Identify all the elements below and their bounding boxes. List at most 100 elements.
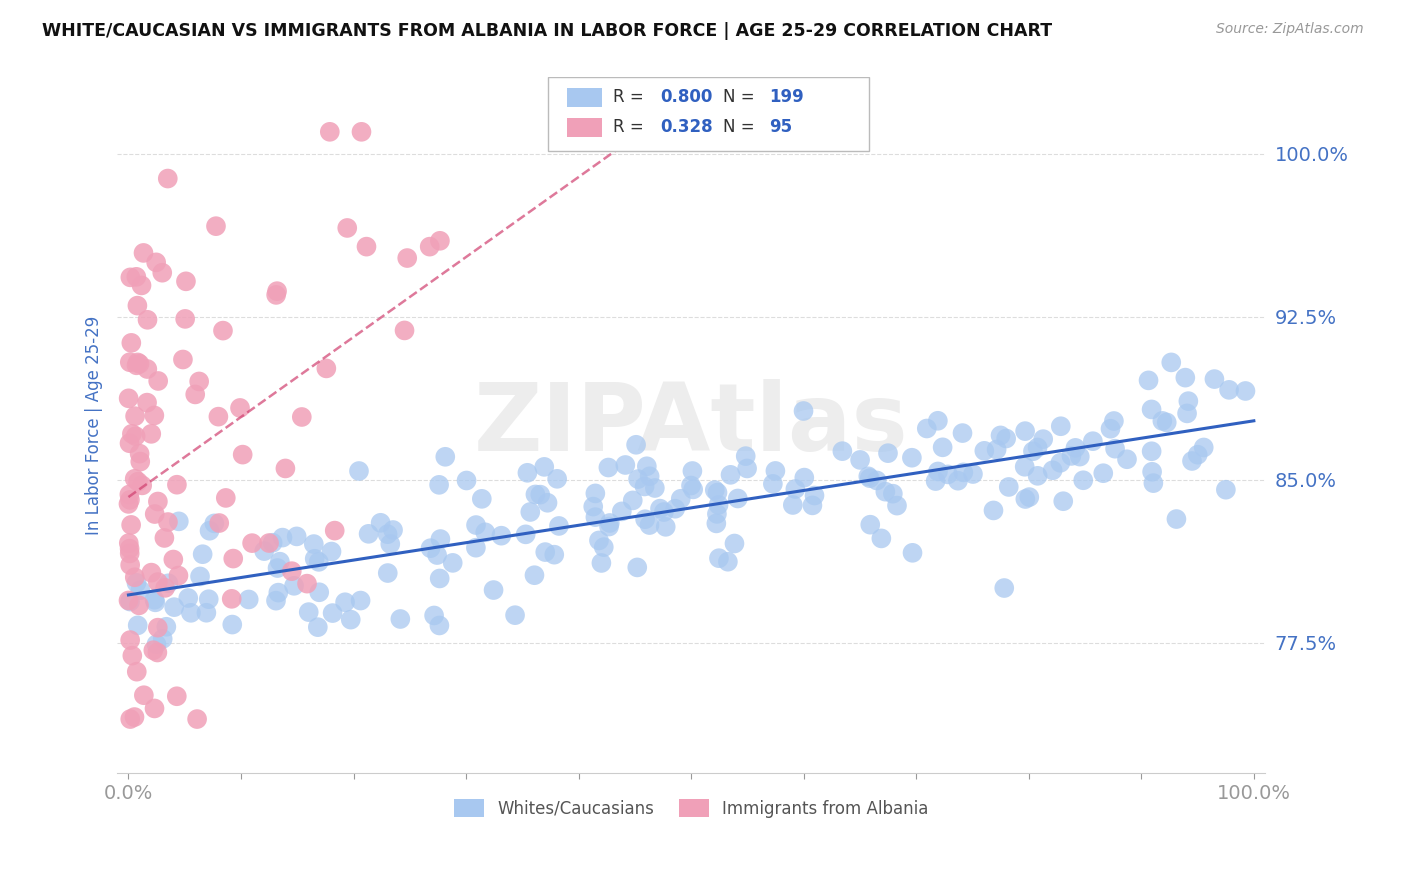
Point	[322, 606, 344, 620]
Point	[118, 487, 141, 501]
Point	[706, 485, 728, 500]
Text: 0.800: 0.800	[661, 88, 713, 106]
Point	[592, 540, 614, 554]
Point	[146, 646, 169, 660]
Point	[349, 593, 371, 607]
Point	[141, 426, 163, 441]
Point	[849, 453, 872, 467]
Point	[682, 483, 704, 497]
Point	[222, 551, 245, 566]
Point	[143, 701, 166, 715]
Point	[1026, 441, 1049, 455]
Point	[1166, 512, 1188, 526]
Point	[1014, 491, 1036, 506]
Point	[174, 274, 197, 288]
Point	[1069, 450, 1091, 464]
Point	[266, 284, 288, 298]
Point	[240, 536, 263, 550]
Point	[129, 583, 152, 598]
Point	[1014, 424, 1036, 438]
Point	[763, 464, 786, 478]
Point	[1060, 449, 1083, 463]
Point	[221, 591, 243, 606]
Point	[128, 357, 150, 371]
Point	[1049, 419, 1071, 434]
Point	[936, 467, 959, 482]
Point	[946, 474, 969, 488]
Point	[128, 599, 150, 613]
Point	[1177, 394, 1199, 409]
Point	[150, 266, 173, 280]
Point	[146, 494, 169, 508]
Point	[801, 499, 824, 513]
Point	[1018, 490, 1040, 504]
Point	[735, 461, 758, 475]
Point	[142, 643, 165, 657]
Point	[990, 428, 1012, 442]
Point	[131, 278, 153, 293]
Point	[875, 484, 897, 499]
Point	[474, 525, 496, 540]
Point	[127, 299, 149, 313]
Point	[356, 239, 378, 253]
Point	[1032, 432, 1054, 446]
Point	[215, 491, 238, 505]
Point	[633, 479, 655, 493]
Point	[136, 362, 159, 376]
Point	[614, 458, 637, 472]
Point	[588, 533, 610, 548]
Point	[132, 688, 155, 702]
Point	[166, 477, 188, 491]
Point	[308, 555, 330, 569]
Point	[803, 489, 825, 503]
Point	[1064, 441, 1087, 455]
Point	[426, 548, 449, 562]
Point	[253, 544, 276, 558]
Point	[717, 555, 740, 569]
Point	[121, 648, 143, 663]
Point	[707, 498, 730, 512]
Point	[125, 665, 148, 679]
Point	[598, 519, 620, 533]
Point	[627, 472, 650, 486]
Text: R =: R =	[613, 88, 650, 106]
Point	[146, 575, 169, 590]
Point	[333, 595, 356, 609]
Text: N =: N =	[723, 88, 761, 106]
Point	[166, 690, 188, 704]
Point	[621, 493, 644, 508]
Point	[924, 474, 946, 488]
Point	[901, 450, 924, 465]
Point	[124, 710, 146, 724]
Point	[128, 447, 150, 461]
Point	[357, 526, 380, 541]
Point	[1174, 370, 1197, 384]
Point	[533, 459, 555, 474]
Point	[423, 608, 446, 623]
Point	[1137, 373, 1160, 387]
Point	[624, 438, 647, 452]
Point	[1152, 414, 1174, 428]
Point	[1156, 416, 1178, 430]
Point	[706, 507, 728, 521]
Point	[866, 474, 889, 488]
Point	[654, 520, 676, 534]
Point	[117, 497, 139, 511]
Point	[167, 514, 190, 528]
Point	[986, 442, 1008, 457]
Point	[143, 592, 166, 607]
Legend: Whites/Caucasians, Immigrants from Albania: Whites/Caucasians, Immigrants from Alban…	[447, 792, 935, 824]
Point	[785, 482, 807, 496]
Point	[636, 459, 658, 474]
Point	[1049, 456, 1071, 470]
Point	[644, 481, 666, 495]
FancyBboxPatch shape	[567, 88, 602, 107]
Point	[186, 712, 208, 726]
Point	[679, 478, 702, 492]
Point	[610, 504, 633, 518]
Point	[202, 516, 225, 531]
Point	[382, 523, 405, 537]
Point	[859, 471, 882, 485]
Point	[464, 541, 486, 555]
Point	[167, 568, 190, 582]
